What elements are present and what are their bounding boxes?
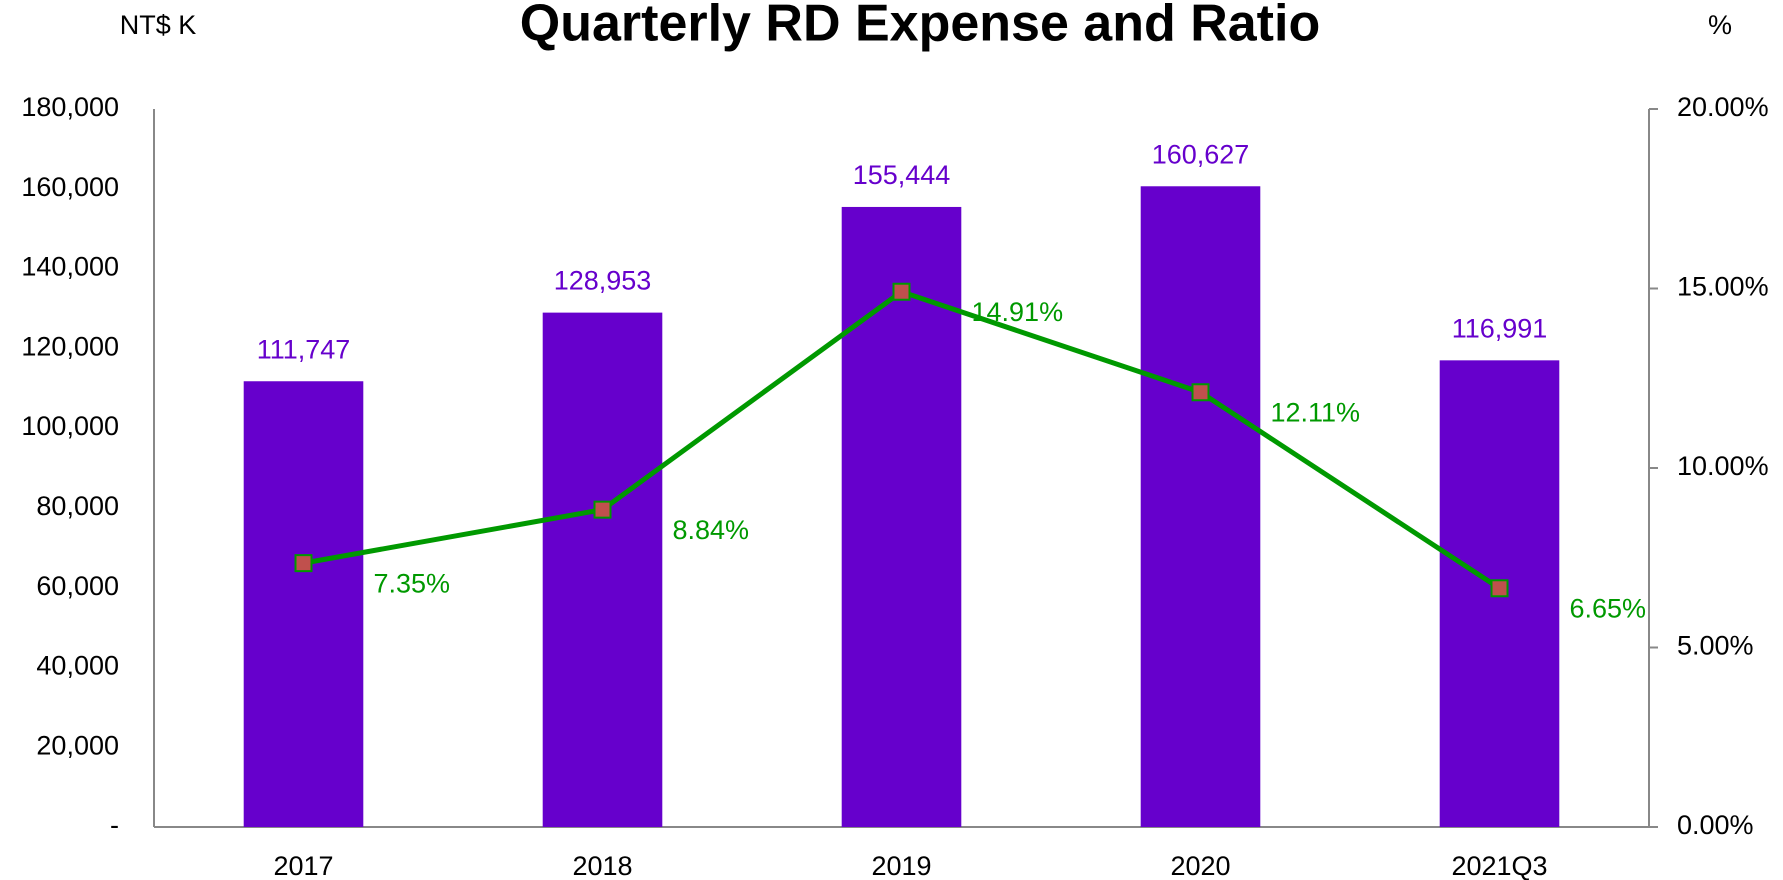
bar [1140,186,1261,828]
bar-value-label: 111,747 [257,334,351,364]
y-tick-label: 80,000 [36,491,119,521]
bar-value-label: 128,953 [554,266,652,296]
marker [593,500,612,519]
x-tick-label: 2021Q3 [1451,851,1547,880]
y-axis-label: NT$ K [120,10,197,40]
y2-axis-label: % [1708,10,1732,40]
x-tick-label: 2018 [572,851,632,880]
y-tick-label: 160,000 [21,172,119,202]
chart-title: Quarterly RD Expense and Ratio [520,0,1320,53]
bar [542,312,663,827]
line-value-label: 6.65% [1570,593,1647,623]
y2-tick-label: 20.00% [1677,92,1769,122]
y-tick-label: 120,000 [21,331,119,361]
marker [892,282,911,301]
line-value-label: 7.35% [374,568,451,598]
line-value-label: 12.11% [1271,397,1361,427]
y-tick-label: 60,000 [36,571,119,601]
y2-tick-label: 0.00% [1677,810,1754,840]
y-tick-label: 180,000 [21,92,119,122]
bar-value-label: 160,627 [1152,139,1250,169]
x-tick-label: 2019 [871,851,931,880]
y-tick-label: 100,000 [21,411,119,441]
line-value-label: 14.91% [972,297,1064,327]
bar [243,381,364,827]
x-tick-label: 2020 [1170,851,1230,880]
bar [841,206,962,827]
y2-tick-label: 10.00% [1677,451,1769,481]
y-tick-label: 40,000 [36,651,119,681]
x-tick-label: 2017 [273,851,333,880]
bar-value-label: 116,991 [1452,313,1548,343]
y-tick-label: 20,000 [36,730,119,760]
bar-value-label: 155,444 [853,160,951,190]
marker [1191,383,1210,402]
line-value-label: 8.84% [673,515,750,545]
y2-tick-label: 5.00% [1677,631,1754,661]
y2-tick-label: 15.00% [1677,272,1769,302]
y-tick-label: 140,000 [21,252,119,282]
marker [294,554,313,573]
marker [1490,579,1509,598]
y-tick-label: - [110,810,119,840]
